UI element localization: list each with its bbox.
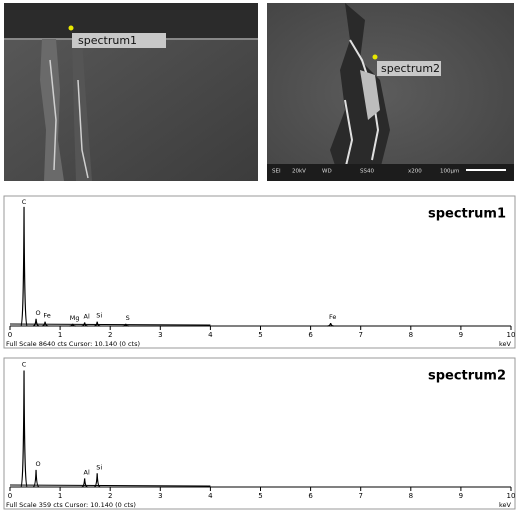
x-tick-label: 5 [258,331,262,339]
image-label: spectrum2 [381,62,440,75]
scale-bar-text: WD [322,169,332,175]
x-tick-label: 7 [358,492,362,500]
x-tick-label: 4 [208,331,213,339]
x-unit: keV [499,501,512,509]
x-tick-label: 7 [358,331,362,339]
sem-image-2 [267,3,514,181]
x-tick-label: 9 [459,331,463,339]
x-tick-label: 5 [258,492,262,500]
image-label: spectrum1 [78,34,137,47]
peak-label: Al [84,312,90,320]
peak-label: C [22,198,27,206]
peak-label: Mg [70,314,80,322]
spectrum-title: spectrum2 [428,369,506,384]
x-tick-label: 6 [308,331,313,339]
x-tick-label: 9 [459,492,463,500]
peak-label: C [22,361,27,369]
x-tick-label: 0 [8,492,12,500]
x-tick-label: 10 [507,331,516,339]
page: spectrum1 spectrum2 SEI20kVWDSS40x200100… [0,0,517,515]
x-tick-label: 4 [208,492,213,500]
scale-bar-text: 100μm [440,169,459,175]
footer: Full Scale 359 cts Cursor: 10.140 (0 cts… [6,501,136,509]
peak-label: Fe [329,313,336,321]
x-tick-label: 2 [108,331,112,339]
x-tick-label: 6 [308,492,313,500]
peak-label: Si [96,312,102,320]
x-tick-label: 0 [8,331,12,339]
scale-bar-text: x200 [408,169,422,175]
peak-label: O [35,460,40,468]
footer: Full Scale 8640 cts Cursor: 10.140 (0 ct… [6,340,140,348]
peak-label: Fe [43,312,50,320]
scale-bar-text: SS40 [360,169,374,175]
x-tick-label: 8 [409,331,413,339]
peak-label: S [126,314,130,322]
x-tick-label: 1 [58,331,62,339]
x-tick-label: 1 [58,492,62,500]
x-tick-label: 8 [409,492,413,500]
x-tick-label: 10 [507,492,516,500]
figure: spectrum1 spectrum2 SEI20kVWDSS40x200100… [0,0,517,511]
x-tick-label: 3 [158,331,162,339]
x-tick-label: 2 [108,492,112,500]
x-tick-label: 3 [158,492,162,500]
scale-bar-text: 20kV [292,169,306,175]
x-unit: keV [499,340,512,348]
sem-image-1 [4,3,258,181]
peak-label: O [35,309,40,317]
spectrum-title: spectrum1 [428,207,506,222]
peak-label: Al [84,468,90,476]
peak-label: Si [96,463,102,471]
scale-bar-text: SEI [272,169,281,175]
